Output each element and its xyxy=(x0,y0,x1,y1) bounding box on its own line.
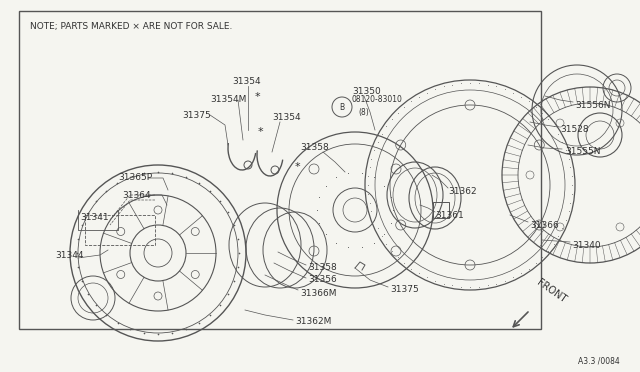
Text: B: B xyxy=(339,103,344,112)
Text: 31361: 31361 xyxy=(435,211,464,219)
Text: 31555N: 31555N xyxy=(565,148,600,157)
Text: 31340: 31340 xyxy=(572,241,600,250)
Text: *: * xyxy=(295,162,301,172)
Circle shape xyxy=(332,97,352,117)
Text: 31358: 31358 xyxy=(300,144,329,153)
Text: 31375: 31375 xyxy=(182,110,211,119)
Text: 31366M: 31366M xyxy=(300,289,337,298)
Text: 31366: 31366 xyxy=(530,221,559,230)
Text: NOTE; PARTS MARKED × ARE NOT FOR SALE.: NOTE; PARTS MARKED × ARE NOT FOR SALE. xyxy=(30,22,232,31)
Text: 31356: 31356 xyxy=(308,276,337,285)
Text: A3.3 /0084: A3.3 /0084 xyxy=(579,356,620,365)
Text: FRONT: FRONT xyxy=(535,278,568,305)
Text: 31358: 31358 xyxy=(308,263,337,273)
Bar xyxy=(433,202,449,218)
Text: 31556N: 31556N xyxy=(575,100,611,109)
Text: 08120-83010: 08120-83010 xyxy=(352,96,403,105)
Text: 31344: 31344 xyxy=(55,250,83,260)
Text: 31362M: 31362M xyxy=(295,317,332,327)
Bar xyxy=(19,11,541,329)
Bar xyxy=(85,215,155,245)
Text: 31528: 31528 xyxy=(560,125,589,135)
Text: 31354M: 31354M xyxy=(210,96,246,105)
Text: 31341: 31341 xyxy=(80,214,109,222)
Text: 31375: 31375 xyxy=(390,285,419,295)
Text: 31362: 31362 xyxy=(448,187,477,196)
Text: 31354: 31354 xyxy=(272,113,301,122)
Text: 31365P: 31365P xyxy=(118,173,152,183)
Text: *: * xyxy=(255,92,260,102)
Text: *: * xyxy=(258,127,264,137)
Text: (8): (8) xyxy=(358,108,369,116)
Text: 31364: 31364 xyxy=(122,190,150,199)
Text: 31354: 31354 xyxy=(232,77,260,87)
Text: 31350: 31350 xyxy=(352,87,381,96)
